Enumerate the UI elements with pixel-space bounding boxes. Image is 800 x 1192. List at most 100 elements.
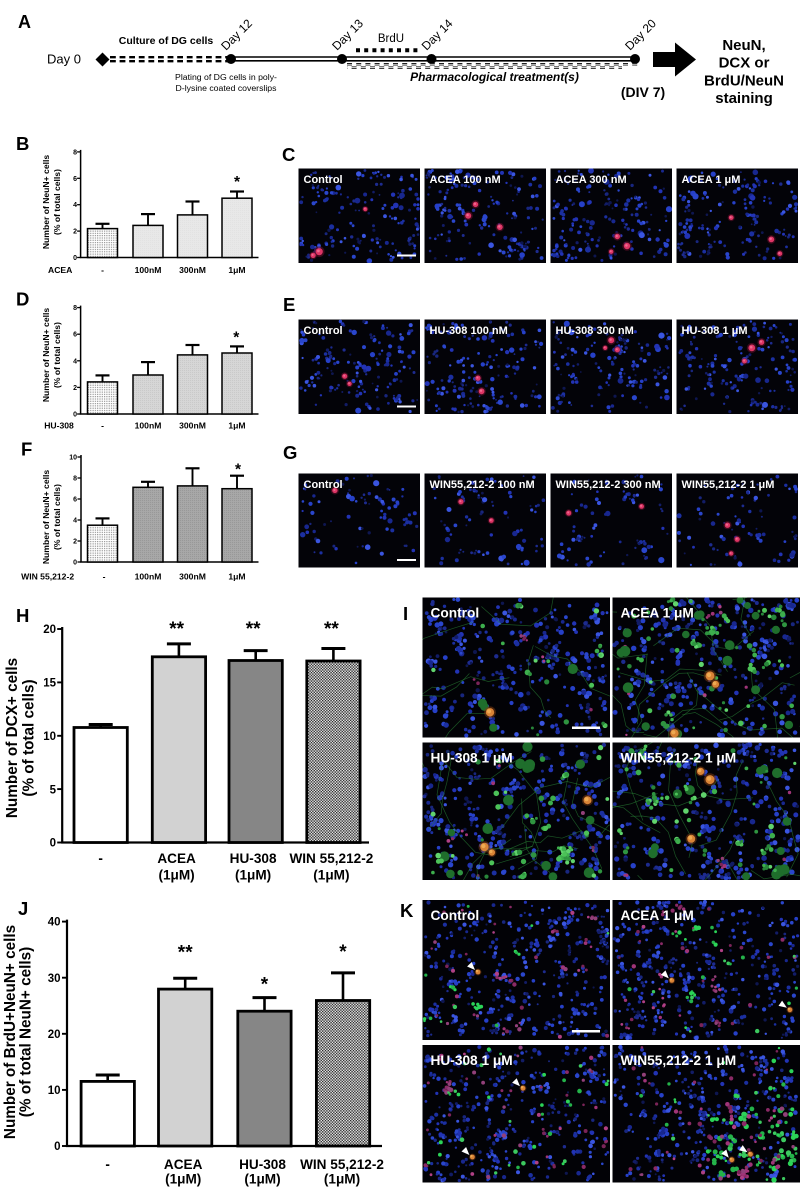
svg-text:8: 8 [73, 149, 77, 156]
svg-text:HU-308: HU-308 [44, 421, 74, 431]
svg-text:(1μM): (1μM) [235, 868, 271, 883]
svg-text:10: 10 [69, 455, 77, 462]
svg-text:6: 6 [73, 497, 77, 504]
svg-text:ACEA 1 μM: ACEA 1 μM [621, 908, 694, 923]
svg-text:Plating of DG cells in poly-: Plating of DG cells in poly- [175, 72, 277, 82]
svg-text:Day 12: Day 12 [218, 16, 255, 53]
svg-text:0: 0 [73, 255, 77, 262]
svg-text:(DIV 7): (DIV 7) [621, 84, 665, 100]
svg-text:Control: Control [304, 479, 343, 491]
svg-text:Control: Control [304, 174, 343, 186]
svg-text:40: 40 [48, 917, 61, 929]
svg-text:(% of total cells): (% of total cells) [52, 322, 62, 388]
svg-text:B: B [16, 133, 29, 154]
svg-text:6: 6 [73, 176, 77, 183]
svg-text:HU-308 1 μM: HU-308 1 μM [431, 751, 513, 766]
svg-text:1μM: 1μM [228, 265, 245, 275]
svg-text:staining: staining [715, 90, 773, 107]
svg-text:H: H [16, 605, 29, 626]
svg-text:-: - [98, 851, 103, 866]
svg-text:Number of NeuN+ cells: Number of NeuN+ cells [41, 155, 51, 250]
svg-text:*: * [234, 174, 241, 191]
svg-text:2: 2 [73, 385, 77, 392]
svg-text:Day 14: Day 14 [419, 16, 456, 53]
svg-text:**: ** [246, 619, 261, 640]
svg-text:(1μM): (1μM) [158, 868, 194, 883]
svg-text:D-lysine coated coverslips: D-lysine coated coverslips [176, 83, 278, 93]
svg-text:4: 4 [73, 202, 77, 209]
svg-text:(1μM): (1μM) [244, 1172, 280, 1187]
svg-text:(1μM): (1μM) [165, 1172, 201, 1187]
svg-text:20: 20 [48, 1029, 61, 1041]
svg-text:ACEA: ACEA [48, 265, 72, 275]
svg-text:8: 8 [73, 305, 77, 312]
svg-text:(% of total NeuN+ cells): (% of total NeuN+ cells) [17, 947, 34, 1117]
svg-text:2: 2 [73, 539, 77, 546]
svg-text:*: * [339, 942, 347, 963]
svg-text:HU-308 1 μM: HU-308 1 μM [682, 325, 748, 337]
svg-text:D: D [16, 289, 29, 310]
svg-text:Control: Control [304, 325, 343, 337]
svg-text:HU-308: HU-308 [230, 851, 277, 866]
svg-text:Day 13: Day 13 [329, 16, 366, 53]
svg-text:(1μM): (1μM) [313, 868, 349, 883]
svg-text:100nM: 100nM [135, 265, 162, 275]
svg-text:HU-308 300 nM: HU-308 300 nM [556, 325, 634, 337]
svg-text:Culture of DG cells: Culture of DG cells [119, 35, 214, 47]
svg-text:ACEA 100 nM: ACEA 100 nM [430, 174, 501, 186]
svg-text:Day 0: Day 0 [47, 52, 81, 67]
svg-text:Day 20: Day 20 [622, 16, 659, 53]
svg-text:2: 2 [73, 229, 77, 236]
svg-text:HU-308: HU-308 [239, 1157, 286, 1172]
svg-text:Number of DCX+ cells: Number of DCX+ cells [4, 658, 21, 818]
svg-text:(% of total cells): (% of total cells) [52, 484, 62, 550]
svg-text:BrdU/NeuN: BrdU/NeuN [704, 72, 784, 89]
svg-text:ACEA: ACEA [164, 1157, 203, 1172]
svg-text:300nM: 300nM [179, 572, 206, 582]
svg-text:ACEA 300 nM: ACEA 300 nM [556, 174, 627, 186]
svg-text:15: 15 [43, 678, 56, 690]
svg-text:100nM: 100nM [135, 421, 162, 431]
svg-text:J: J [18, 898, 28, 919]
svg-text:300nM: 300nM [179, 421, 206, 431]
svg-text:DCX or: DCX or [719, 55, 770, 72]
svg-text:-: - [101, 421, 104, 431]
svg-text:20: 20 [43, 624, 56, 636]
svg-text:4: 4 [73, 358, 77, 365]
svg-text:0: 0 [54, 1141, 60, 1153]
svg-text:A: A [18, 12, 31, 32]
svg-text:WIN 55,212-2: WIN 55,212-2 [289, 851, 373, 866]
svg-text:WIN 55,212-2: WIN 55,212-2 [21, 572, 74, 582]
svg-text:*: * [261, 975, 269, 996]
svg-text:NeuN,: NeuN, [722, 37, 765, 54]
svg-text:-: - [103, 572, 106, 582]
svg-text:6: 6 [73, 332, 77, 339]
svg-text:5: 5 [50, 784, 57, 796]
svg-text:Number of NeuN+ cells: Number of NeuN+ cells [41, 470, 51, 565]
svg-text:Number of BrdU+NeuN+ cells: Number of BrdU+NeuN+ cells [2, 925, 19, 1139]
svg-text:*: * [235, 462, 242, 479]
svg-text:-: - [105, 1157, 110, 1172]
svg-text:*: * [233, 330, 240, 347]
svg-text:WIN55,212-2 1 μM: WIN55,212-2 1 μM [682, 479, 775, 491]
svg-text:(% of total cells): (% of total cells) [21, 679, 38, 796]
svg-text:WIN 55,212-2: WIN 55,212-2 [300, 1157, 384, 1172]
svg-text:0: 0 [73, 560, 77, 567]
svg-text:F: F [21, 439, 32, 460]
svg-text:Control: Control [431, 908, 480, 923]
svg-text:8: 8 [73, 476, 77, 483]
svg-text:WIN55,212-2 300 nM: WIN55,212-2 300 nM [556, 479, 661, 491]
svg-text:(% of total cells): (% of total cells) [52, 169, 62, 235]
svg-text:1μM: 1μM [228, 421, 245, 431]
svg-text:HU-308 100 nM: HU-308 100 nM [430, 325, 508, 337]
svg-text:Number of NeuN+ cells: Number of NeuN+ cells [41, 308, 51, 403]
svg-text:BrdU: BrdU [378, 33, 404, 45]
svg-text:10: 10 [48, 1085, 61, 1097]
svg-text:**: ** [178, 943, 193, 964]
svg-text:WIN55,212-2 1 μM: WIN55,212-2 1 μM [621, 751, 737, 766]
svg-text:ACEA 1 μM: ACEA 1 μM [621, 606, 694, 621]
svg-text:WIN55,212-2 100 nM: WIN55,212-2 100 nM [430, 479, 535, 491]
svg-text:Control: Control [431, 606, 480, 621]
svg-text:4: 4 [73, 518, 77, 525]
svg-text:10: 10 [43, 731, 56, 743]
